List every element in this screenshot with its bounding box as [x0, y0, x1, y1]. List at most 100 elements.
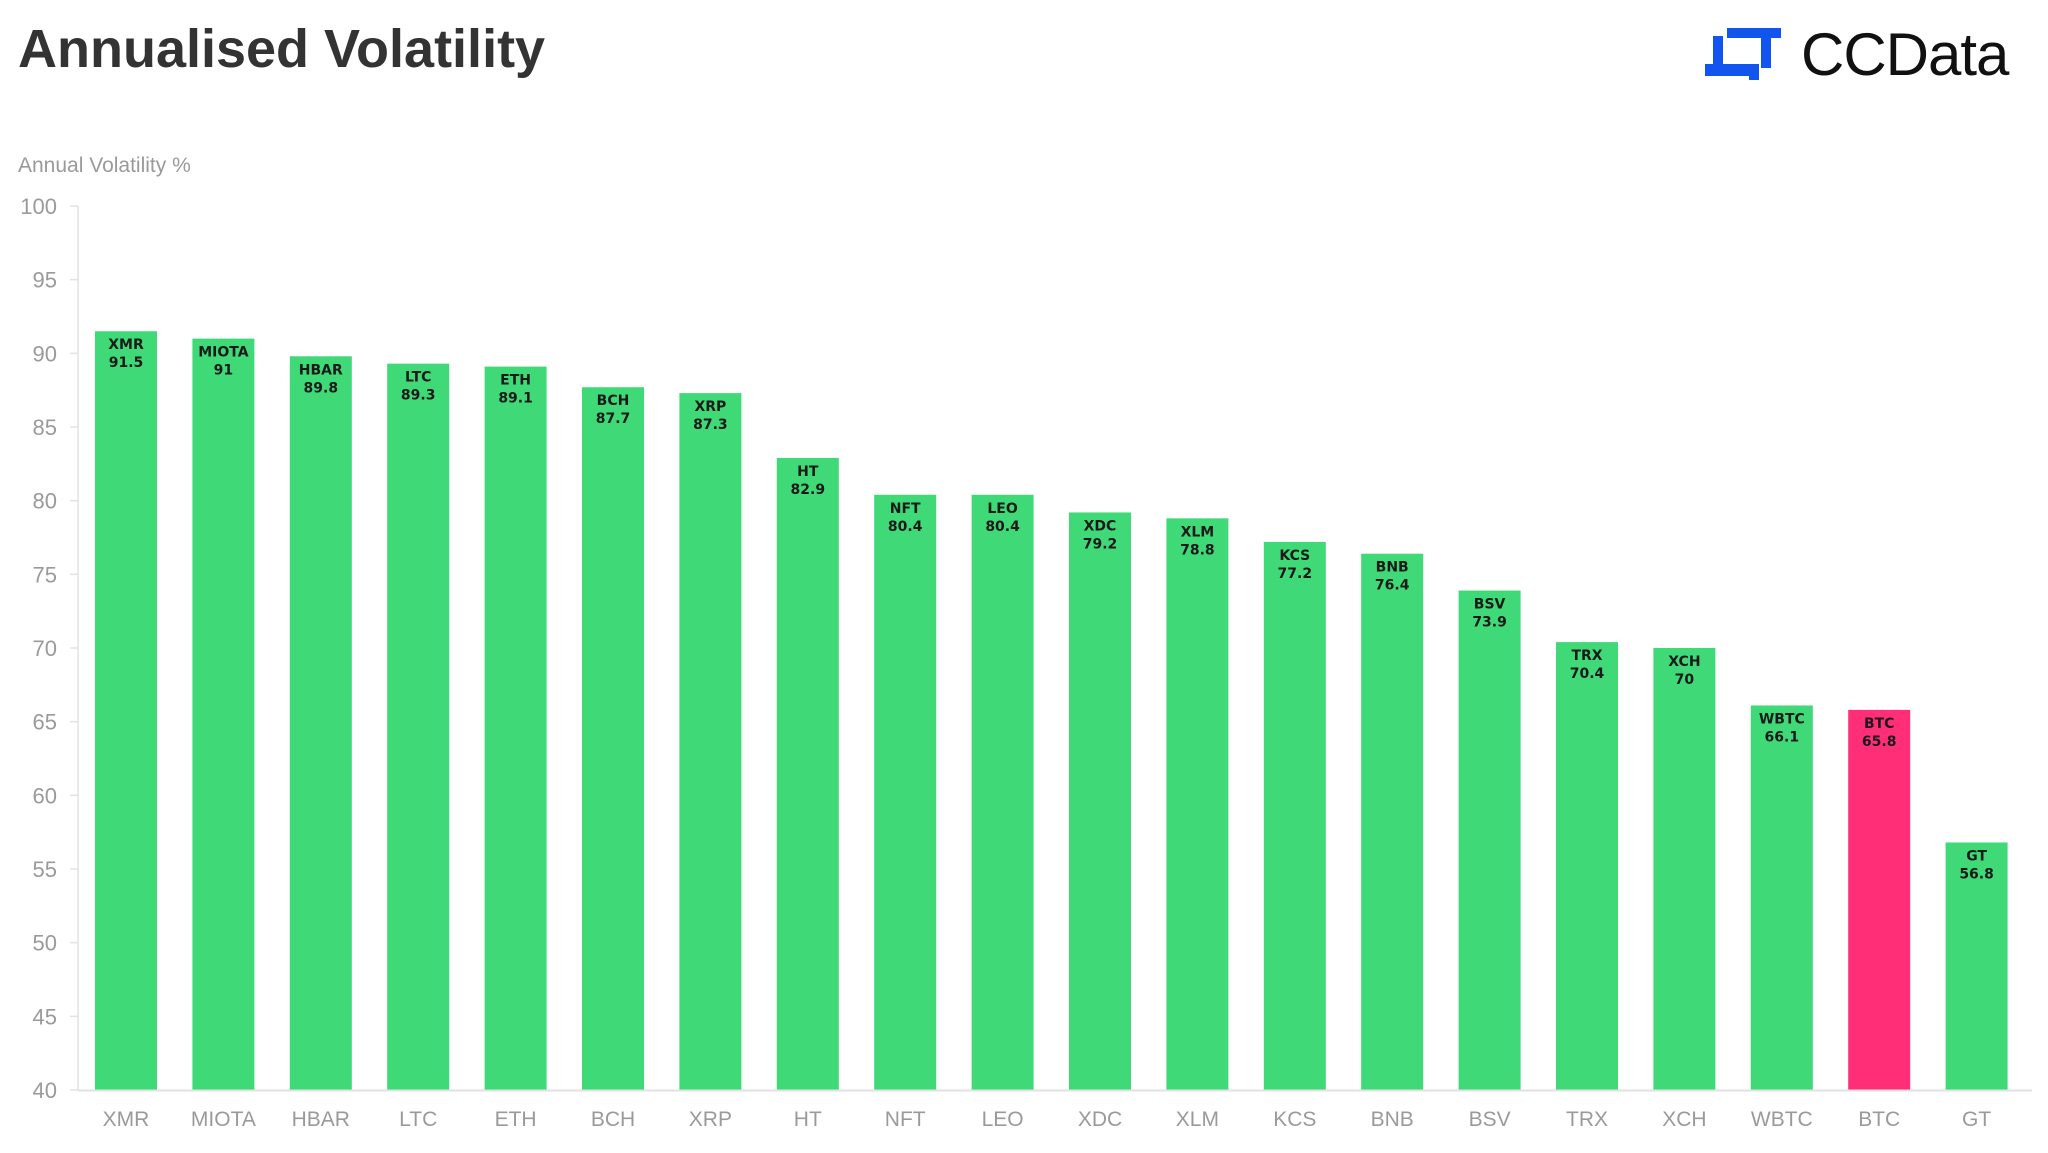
bar-label-value: 89.8 [304, 380, 339, 396]
y-tick-label: 50 [33, 931, 57, 956]
bar-btc [1848, 709, 1911, 1090]
bar-label-name: TRX [1571, 648, 1602, 664]
bar-label-name: WBTC [1759, 711, 1805, 727]
bar-label-name: HBAR [299, 362, 343, 378]
bar-miota [192, 338, 255, 1091]
bar-wbtc [1750, 705, 1813, 1090]
bar-kcs [1263, 541, 1326, 1090]
bar-label-value: 87.7 [596, 411, 631, 427]
bar-label-name: ETH [500, 373, 531, 389]
x-tick-label: XMR [103, 1108, 150, 1131]
bar-label-value: 70.4 [1570, 666, 1605, 682]
bar-label-name: LEO [987, 501, 1017, 517]
bar-label-value: 80.4 [888, 519, 923, 535]
x-tick-label: BTC [1858, 1108, 1900, 1131]
bar-label-value: 91.5 [109, 355, 144, 371]
x-tick-label: XDC [1078, 1108, 1122, 1131]
bar-label-name: LTC [405, 370, 431, 386]
x-tick-label: XLM [1176, 1108, 1219, 1131]
y-tick-label: 85 [33, 415, 57, 440]
bar-label-value: 65.8 [1862, 734, 1897, 750]
bar-xch [1653, 648, 1716, 1090]
bar-ht [776, 457, 839, 1090]
bar-trx [1556, 642, 1618, 1090]
x-tick-label: XRP [689, 1108, 732, 1131]
bar-label-name: XMR [108, 337, 144, 353]
y-tick-label: 95 [33, 268, 57, 293]
y-tick-label: 65 [33, 710, 57, 735]
x-tick-label: LTC [399, 1108, 437, 1131]
bar-gt [1945, 842, 2008, 1090]
bar-label-name: XRP [694, 399, 726, 415]
bar-label-value: 78.8 [1180, 542, 1215, 558]
y-tick-label: 55 [33, 857, 57, 882]
bar-bsv [1458, 590, 1521, 1090]
x-tick-label: BNB [1371, 1108, 1414, 1131]
bar-eth [484, 366, 547, 1090]
y-tick-label: 80 [33, 489, 57, 514]
bar-label-value: 80.4 [985, 519, 1020, 535]
bar-label-value: 70 [1675, 672, 1695, 688]
x-tick-label: NFT [885, 1108, 926, 1131]
x-tick-label: KCS [1273, 1108, 1316, 1131]
bar-xrp [679, 393, 742, 1090]
bar-hbar [289, 356, 352, 1090]
bars [95, 331, 2008, 1091]
bar-label-value: 73.9 [1472, 615, 1507, 631]
chart-title: Annualised Volatility [18, 19, 546, 79]
bar-ltc [387, 363, 450, 1090]
y-tick-label: 90 [33, 341, 57, 366]
x-tick-label: LEO [982, 1108, 1024, 1131]
bar-label-value: 79.2 [1083, 536, 1118, 552]
bar-label-name: NFT [890, 501, 921, 517]
bar-label-value: 87.3 [693, 417, 728, 433]
y-tick-label: 100 [20, 194, 57, 219]
x-tick-label: TRX [1566, 1108, 1608, 1131]
x-tick-label: ETH [495, 1108, 537, 1131]
x-axis-ticks: XMR MIOTA HBAR LTC ETH BCH XRP HT NFT LEO XDC XLM KC… [103, 1108, 1992, 1131]
bar-label-value: 56.8 [1959, 866, 1994, 882]
bar-label-name: BCH [597, 393, 630, 409]
bar-bnb [1361, 553, 1424, 1090]
ccdata-logo-text: CCData [1801, 20, 2009, 88]
bar-leo [971, 494, 1034, 1091]
bar-bch [582, 387, 644, 1091]
bar-label-value: 66.1 [1765, 729, 1800, 745]
y-tick-label: 75 [33, 562, 57, 587]
x-tick-label: WBTC [1751, 1108, 1813, 1131]
bar-label-name: XCH [1668, 654, 1700, 670]
x-tick-label: GT [1962, 1108, 1991, 1131]
bar-label-name: KCS [1279, 548, 1310, 564]
y-tick-label: 70 [33, 636, 57, 661]
x-tick-label: HBAR [292, 1108, 350, 1131]
bar-xmr [95, 331, 157, 1090]
x-tick-label: BCH [591, 1108, 635, 1131]
bar-labels: XMR 91.5 MIOTA 91 HBAR 89.8 LTC 89.3 ETH 89.1 BCH 8… [108, 337, 1994, 882]
y-tick-label: 45 [33, 1004, 57, 1029]
bar-label-name: HT [797, 464, 819, 480]
bar-label-name: MIOTA [198, 345, 249, 361]
bar-label-value: 76.4 [1375, 578, 1410, 594]
x-tick-label: BSV [1469, 1108, 1511, 1131]
bar-label-value: 89.3 [401, 388, 436, 404]
bar-label-name: BNB [1376, 560, 1409, 576]
x-tick-label: HT [794, 1108, 822, 1131]
bar-label-name: BTC [1864, 716, 1895, 732]
bar-label-value: 82.9 [791, 482, 826, 498]
y-tick-label: 40 [33, 1078, 57, 1103]
bar-label-name: XLM [1181, 524, 1215, 540]
x-tick-label: XCH [1662, 1108, 1706, 1131]
bar-label-name: GT [1966, 848, 1987, 864]
bar-label-name: XDC [1084, 518, 1117, 534]
bar-nft [874, 494, 937, 1091]
bar-label-value: 91 [214, 363, 233, 379]
ccdata-logo-icon [1705, 28, 1781, 80]
bar-xlm [1166, 518, 1229, 1090]
bar-label-name: BSV [1474, 597, 1506, 613]
bar-label-value: 89.1 [498, 391, 533, 407]
x-tick-label: MIOTA [191, 1108, 256, 1131]
ccdata-logo: CCData [1705, 21, 2009, 88]
bar-label-value: 77.2 [1278, 566, 1313, 582]
y-axis-ticks: 40 45 50 55 60 65 70 75 80 85 90 95 100 [20, 194, 78, 1103]
